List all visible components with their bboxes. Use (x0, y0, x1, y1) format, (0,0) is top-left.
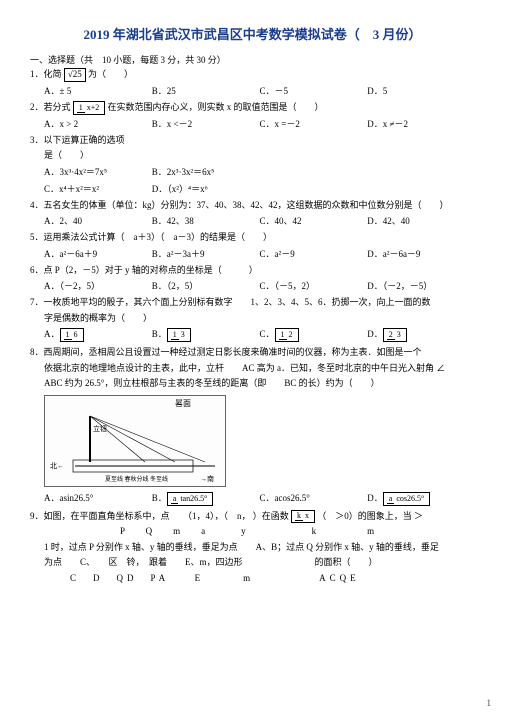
svg-text:夏至线 春秋分线 冬至线: 夏至线 春秋分线 冬至线 (105, 475, 168, 483)
q8-opt-a: A．asin26.5° (44, 491, 152, 506)
q2-frac: 1x+2 (73, 101, 106, 115)
q2-stem: 2．若分式 1x+2 在实数范围内存心义，则实数 x 的取值范围是（ ） (30, 101, 475, 115)
q9-row2: P Q m a y k m (120, 525, 475, 539)
q1-opt-a: A．± 5 (44, 84, 152, 97)
q6-opt-c: C．（－5，2） (260, 279, 368, 292)
q5-opt-b: B．a²－3a＋9 (152, 247, 260, 260)
q7-opt-c: C．12 (260, 327, 368, 342)
q6-opt-a: A．（－2，5） (44, 279, 152, 292)
section-a-heading: 一、选择题（共 10 小题，每题 3 分，共 30 分） (30, 53, 475, 66)
q2-var: x (227, 102, 232, 112)
q3-opt-a: A．3x³·4x²＝7x⁵ (44, 165, 152, 178)
q2-options: A．x > 2 B．x <－2 C．x =－2 D．x ≠－2 (44, 117, 475, 130)
q3-stem-2: 是（ ） (44, 149, 475, 163)
q3-options-row1: A．3x³·4x²＝7x⁵ B．2x³·3x²＝6x⁵ (44, 165, 475, 178)
q2-den: x+2 (85, 103, 102, 112)
q2-opt-d: D．x ≠－2 (367, 117, 475, 130)
q7-opt-d: D．23 (367, 327, 475, 342)
q9-t1b: ）在函数 (253, 511, 289, 521)
q2-opt-c: C．x =－2 (260, 117, 368, 130)
q6-opt-b: B．（2，5） (152, 279, 260, 292)
q5-options: A．a²－6a＋9 B．a²－3a＋9 C．a²－9 D．a²－6a－9 (44, 247, 475, 260)
q1-text-b: 为（ ） (88, 69, 133, 79)
q1-options: A．± 5 B．25 C．－5 D．5 (44, 84, 475, 97)
q5-stem: 5．运用乘法公式计算（ a＋3）（ a－3）的结果是（ ） (30, 231, 475, 245)
q6-opt-d: D．（－2，－5） (367, 279, 475, 292)
sundial-diagram-svg: 晷面 北← →南 立钮 夏至线 春秋分线 冬至线 (45, 396, 225, 486)
q8-diagram: 晷面 北← →南 立钮 夏至线 春秋分线 冬至线 (44, 395, 226, 487)
q3-options-row2: C．x⁴＋x²＝x² D．（x²）⁴＝x⁶ (44, 182, 475, 195)
q3-opt-d: D．（x²）⁴＝x⁶ (152, 182, 260, 195)
q8-b-den: tan26.5° (178, 494, 209, 503)
q2-text-a: 2．若分式 (30, 102, 71, 112)
q7-d-den: 3 (395, 330, 403, 339)
q7-a-num: 1 (64, 330, 72, 340)
q4-opt-b: B．42、38 (152, 214, 260, 227)
q9-t1d: ＞ (414, 511, 423, 521)
q6-options: A．（－2，5） B．（2，5） C．（－5，2） D．（－2，－5） (44, 279, 475, 292)
q1-opt-d: D．5 (367, 84, 475, 97)
q8-opt-c: C．acos26.5° (260, 491, 368, 506)
q9-num: k (295, 511, 303, 521)
q1-expr: √25 (64, 68, 86, 82)
q9-p2: 1 时，过点 P 分别作 x 轴、y 轴的垂线，垂足为点 A、B；过点 Q 分别… (44, 541, 475, 555)
diagram-top-label: 晷面 (175, 399, 191, 408)
svg-text:北←: 北← (50, 462, 64, 470)
q5-opt-d: D．a²－6a－9 (367, 247, 475, 260)
q8-options: A．asin26.5° B．atan26.5° C．acos26.5° D．ac… (44, 491, 475, 506)
svg-text:立钮: 立钮 (93, 424, 107, 433)
q6-stem: 6．点 P（2，－5）对于 y 轴的对称点的坐标是（ ） (30, 264, 475, 278)
q3-stem: 3．以下运算正确的选项 (30, 134, 475, 148)
q1-opt-c: C．－5 (260, 84, 368, 97)
q7-stem-2: 字是偶数的概率为（ ） (44, 312, 475, 326)
q2-opt-a: A．x > 2 (44, 117, 152, 130)
q8-p3: ABC 约为 26.5°，则立柱根部与主表的冬至线的距离（即 BC 的长）约为（… (44, 377, 475, 391)
q9-t1c: （ ＞0）的图象上，当 (317, 511, 412, 521)
q5-opt-c: C．a²－9 (260, 247, 368, 260)
q3-opt-b: B．2x³·3x²＝6x⁵ (152, 165, 260, 178)
q7-c-den: 2 (287, 330, 295, 339)
q2-text-b: 在实数范围内存心义，则实数 (108, 102, 225, 112)
q8-p2: 依据北京的地理地点设计的主表，此中，立杆 AC 高为 a．已知，冬至时北京的中午… (44, 362, 475, 376)
q1-opt-b: B．25 (152, 84, 260, 97)
q2-text-c: 的取值范围是（ ） (234, 102, 324, 112)
q7-stem-1: 7．一枚质地平均的骰子，其六个面上分别标有数字 1、2、3、4、5、6．扔掷一次… (30, 296, 475, 310)
q7-options: A．16 B．13 C．12 D．23 (44, 327, 475, 342)
q4-opt-d: D．42、40 (367, 214, 475, 227)
q9-p3: 为点 C、 区 铃， 跟着 E、m，四边形 的面积（ ） (44, 556, 475, 570)
q7-b-num: 1 (171, 330, 179, 340)
q4-opt-c: C．40、42 (260, 214, 368, 227)
q8-d-den: cos26.5° (394, 494, 426, 503)
q9-p1: 9．如图，在平面直角坐标系中，点 （1，4），（ n， ）在函数 kx （ ＞0… (30, 510, 475, 524)
q9-row4: C D QD PA E m ACQE (70, 572, 475, 586)
q1-stem: 1．化简 √25 为（ ） (30, 68, 475, 82)
q7-opt-b: B．13 (152, 327, 260, 342)
q4-opt-a: A．2、40 (44, 214, 152, 227)
q8-p1: 8．西周期间，丞相周公且设置过一种经过测定日影长度来确准时间的仪器，称为主表．如… (30, 346, 475, 360)
q8-opt-d: D．acos26.5° (367, 491, 475, 506)
svg-text:→南: →南 (200, 474, 214, 483)
q7-a-den: 6 (72, 330, 80, 339)
q4-options: A．2、40 B．42、38 C．40、42 D．42、40 (44, 214, 475, 227)
q2-num: 1 (77, 103, 85, 113)
q7-c-num: 1 (279, 330, 287, 340)
q3-opt-c: C．x⁴＋x²＝x² (44, 182, 152, 195)
q7-b-den: 3 (179, 330, 187, 339)
q3-text-a: 3．以下运算正确的选项 (30, 135, 125, 145)
q1-text-a: 1．化简 (30, 69, 62, 79)
q8-opt-b: B．atan26.5° (152, 491, 260, 506)
page-number: 1 (487, 698, 492, 708)
exam-page: 2019 年湖北省武汉市武昌区中考数学模拟试卷（ 3 月份） 一、选择题（共 1… (0, 0, 505, 714)
q4-stem: 4．五名女生的体重（单位：kg）分别为：37、40、38、42、42，这组数据的… (30, 199, 475, 213)
q5-opt-a: A．a²－6a＋9 (44, 247, 152, 260)
q9-t1: 9．如图，在平面直角坐标系中，点 （1，4），（ n， (30, 511, 251, 521)
q7-opt-a: A．16 (44, 327, 152, 342)
q9-den: x (303, 511, 311, 520)
q7-d-num: 2 (387, 330, 395, 340)
q2-opt-b: B．x <－2 (152, 117, 260, 130)
page-title: 2019 年湖北省武汉市武昌区中考数学模拟试卷（ 3 月份） (30, 24, 475, 43)
